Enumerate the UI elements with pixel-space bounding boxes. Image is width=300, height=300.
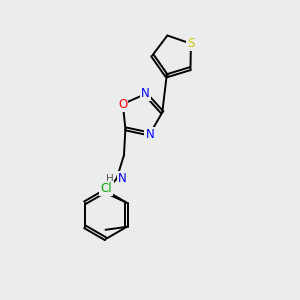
Text: S: S xyxy=(187,37,195,50)
Text: Cl: Cl xyxy=(100,182,112,195)
Text: H: H xyxy=(106,174,114,184)
Text: N: N xyxy=(118,172,126,185)
Text: N: N xyxy=(146,128,154,140)
Text: N: N xyxy=(141,87,150,101)
Text: O: O xyxy=(118,98,128,111)
